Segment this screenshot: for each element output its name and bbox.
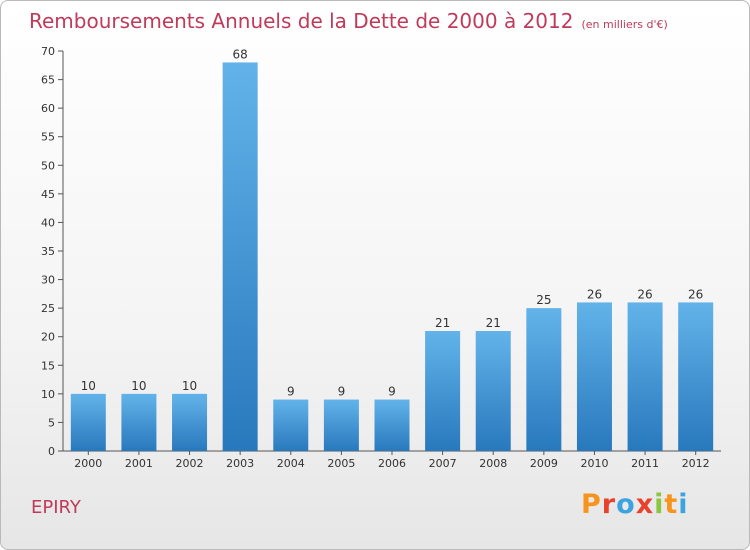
bar-value-label: 9 (287, 385, 295, 399)
bar-2003 (222, 62, 258, 452)
proxiti-logo: Proxiti (581, 489, 689, 520)
y-tick-label: 10 (41, 388, 55, 401)
bar-2006 (374, 399, 410, 451)
bar-value-label: 10 (182, 379, 197, 393)
y-tick-label: 70 (41, 45, 55, 58)
logo-letter: o (616, 489, 636, 520)
logo-letter: x (635, 489, 655, 520)
bar-2005 (323, 399, 359, 451)
y-tick-label: 60 (41, 102, 55, 115)
bar-value-label: 26 (587, 287, 602, 301)
bar-value-label: 25 (536, 293, 551, 307)
y-tick-label: 5 (48, 416, 55, 429)
bar-2010 (576, 302, 612, 451)
commune-name: EPIRY (31, 497, 81, 518)
x-tick-label: 2001 (125, 457, 153, 470)
logo-letter: t (664, 489, 679, 520)
bar-2009 (526, 308, 562, 451)
y-tick-label: 25 (41, 302, 55, 315)
bar-value-label: 21 (486, 316, 501, 330)
y-tick-label: 45 (41, 188, 55, 201)
bar-value-label: 9 (388, 385, 396, 399)
x-tick-label: 2011 (631, 457, 659, 470)
logo-letter: P (581, 489, 602, 520)
bar-value-label: 68 (233, 47, 248, 61)
x-tick-label: 2012 (682, 457, 710, 470)
x-tick-label: 2003 (226, 457, 254, 470)
x-tick-label: 2009 (530, 457, 558, 470)
y-tick-label: 65 (41, 74, 55, 87)
bar-2004 (273, 399, 309, 451)
bar-value-label: 9 (338, 385, 346, 399)
bar-2007 (425, 331, 461, 451)
y-tick-label: 35 (41, 245, 55, 258)
x-tick-label: 2008 (479, 457, 507, 470)
x-tick-label: 2005 (327, 457, 355, 470)
bar-2011 (627, 302, 663, 451)
x-tick-label: 2007 (429, 457, 457, 470)
bar-2000 (70, 393, 106, 451)
y-tick-label: 55 (41, 131, 55, 144)
x-tick-label: 2006 (378, 457, 406, 470)
chart-axes: 0 5 10 15 20 25 30 35 40 45 50 55 60 65 70 2000 2001 2002… (41, 45, 721, 470)
bar-2001 (121, 393, 157, 451)
bar-value-label: 10 (81, 379, 96, 393)
logo-letter: i (678, 489, 689, 520)
chart-labels: 10 10 10 68 9 9 9 21 21 25 26 26 26 (81, 47, 704, 398)
chart-title: Remboursements Annuels de la Dette de 20… (29, 9, 668, 33)
y-tick-label: 40 (41, 216, 55, 229)
x-tick-label: 2004 (277, 457, 305, 470)
x-tick-label: 2010 (580, 457, 608, 470)
bar-value-label: 10 (131, 379, 146, 393)
chart-bars (70, 62, 714, 452)
y-tick-label: 20 (41, 331, 55, 344)
logo-letter: i (654, 489, 665, 520)
bar-2002 (172, 393, 208, 451)
bar-2008 (475, 331, 511, 451)
bar-2012 (678, 302, 714, 451)
y-tick-label: 50 (41, 159, 55, 172)
bar-value-label: 26 (688, 287, 703, 301)
logo-letter: r (601, 489, 617, 520)
bar-value-label: 26 (637, 287, 652, 301)
x-tick-label: 2002 (176, 457, 204, 470)
y-tick-label: 0 (48, 445, 55, 458)
y-tick-label: 15 (41, 359, 55, 372)
chart-title-text: Remboursements Annuels de la Dette de 20… (29, 9, 574, 33)
x-tick-label: 2000 (74, 457, 102, 470)
chart-title-unit: (en milliers d'€) (581, 18, 668, 31)
bar-value-label: 21 (435, 316, 450, 330)
y-tick-label: 30 (41, 274, 55, 287)
